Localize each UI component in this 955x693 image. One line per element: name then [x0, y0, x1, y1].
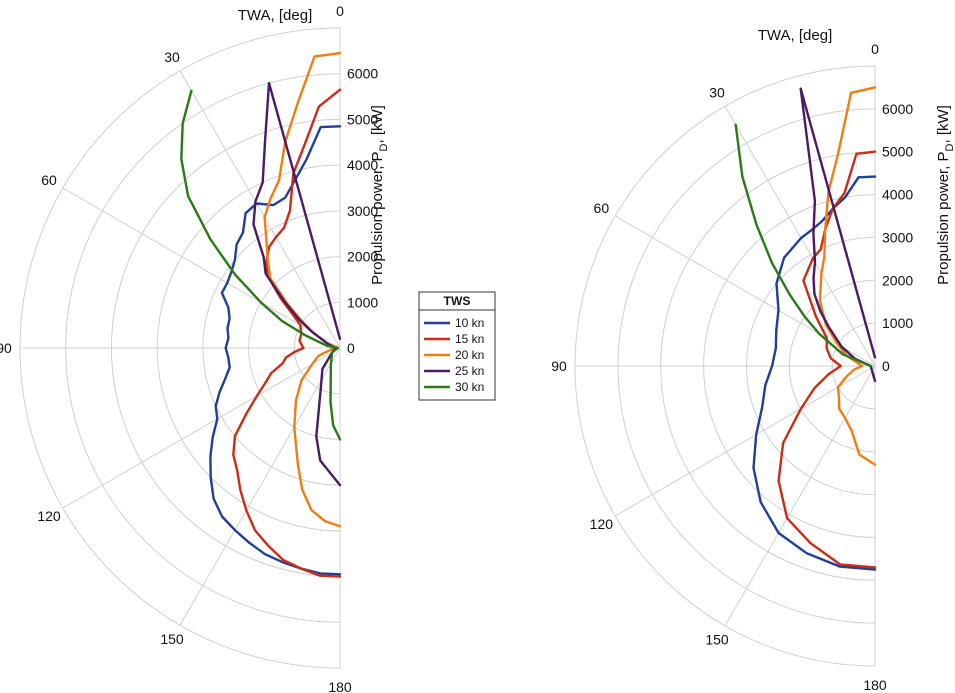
right-polar-chart: 0 30 60 90 120 150 180 0 1000 2000 3000 4000 5000 600… — [551, 27, 955, 693]
radius-axis-label-sub: D — [944, 143, 955, 151]
series-line-30-kn — [180, 89, 342, 441]
radius-tick-labels: 0 1000 2000 3000 4000 5000 6000 — [347, 66, 378, 356]
angle-tick-label: 0 — [336, 3, 344, 19]
angle-tick-label: 180 — [328, 679, 352, 693]
legend-label: 10 kn — [455, 316, 484, 330]
series-group — [734, 86, 877, 571]
legend-label: 30 kn — [455, 380, 484, 394]
radius-tick-label: 5000 — [882, 144, 913, 160]
polar-grid — [574, 65, 876, 667]
series-line-25-kn — [252, 81, 342, 487]
series-line-30-kn — [734, 123, 872, 368]
radius-tick-label: 1000 — [347, 294, 378, 310]
radius-tick-label: 5000 — [347, 111, 378, 127]
grid-spoke — [724, 365, 876, 627]
angle-tick-label: 60 — [41, 172, 57, 188]
radius-axis-label-main: Propulsion power, P — [369, 151, 386, 284]
polar-grid — [19, 27, 341, 669]
radius-tick-label: 2000 — [882, 272, 913, 288]
radius-axis-label-unit: , [kW] — [935, 105, 952, 143]
radius-axis-label: Propulsion power, PD, [kW] — [369, 105, 390, 285]
legend-entries: 10 kn 15 kn 20 kn 25 kn 30 kn — [424, 316, 484, 394]
series-line-15-kn — [777, 150, 877, 569]
series-group — [180, 51, 342, 578]
legend: TWS 10 kn 15 kn 20 kn 25 kn 30 kn — [418, 291, 496, 401]
angle-tick-label: 150 — [705, 632, 729, 648]
angle-axis-label: TWA, [deg] — [758, 27, 832, 44]
radius-tick-label: 6000 — [882, 101, 913, 117]
legend-label: 20 kn — [455, 348, 484, 362]
radius-axis-label: Propulsion power, PD, [kW] — [935, 105, 955, 285]
radius-axis-label-main: Propulsion power, P — [935, 151, 952, 284]
radius-tick-label: 1000 — [882, 315, 913, 331]
angle-tick-label: 150 — [160, 631, 184, 647]
grid-spoke — [614, 365, 876, 517]
angle-tick-label: 0 — [871, 41, 879, 57]
angle-tick-label: 120 — [590, 516, 614, 532]
grid-spoke — [179, 70, 341, 349]
angle-tick-label: 90 — [0, 340, 12, 356]
legend-label: 25 kn — [455, 364, 484, 378]
angle-tick-label: 30 — [709, 84, 725, 100]
radius-tick-label: 2000 — [347, 249, 378, 265]
angle-tick-labels: 0 30 60 90 120 150 180 — [551, 41, 887, 693]
legend-label: 15 kn — [455, 332, 484, 346]
angle-tick-label: 180 — [863, 677, 887, 693]
radius-tick-label: 0 — [882, 358, 890, 374]
angle-axis-label: TWA, [deg] — [238, 7, 312, 24]
grid-spoke — [62, 187, 341, 349]
grid-spoke — [724, 105, 876, 367]
grid-spoke — [179, 347, 341, 626]
radius-tick-label: 0 — [347, 340, 355, 356]
angle-tick-label: 120 — [37, 508, 61, 524]
legend-title: TWS — [444, 294, 471, 308]
radius-tick-label: 4000 — [347, 157, 378, 173]
left-polar-chart: 0 30 60 90 120 150 180 0 1000 2000 3000 4000 5000 600… — [0, 3, 390, 693]
angle-tick-labels: 0 30 60 90 120 150 180 — [0, 3, 352, 693]
angle-tick-label: 90 — [551, 358, 567, 374]
angle-tick-label: 30 — [164, 49, 180, 65]
series-line-10-kn — [209, 125, 342, 576]
radius-tick-label: 3000 — [347, 203, 378, 219]
radius-tick-label: 4000 — [882, 187, 913, 203]
radius-tick-labels: 0 1000 2000 3000 4000 5000 6000 — [882, 101, 913, 374]
radius-axis-label-sub: D — [378, 143, 390, 151]
series-line-15-kn — [232, 88, 342, 578]
grid-spoke — [62, 347, 341, 509]
angle-tick-label: 60 — [594, 200, 610, 216]
radius-axis-label-unit: , [kW] — [369, 105, 386, 143]
radius-tick-label: 3000 — [882, 229, 913, 245]
grid-spoke — [614, 215, 876, 367]
series-line-25-kn — [799, 87, 877, 383]
radius-tick-label: 6000 — [347, 66, 378, 82]
